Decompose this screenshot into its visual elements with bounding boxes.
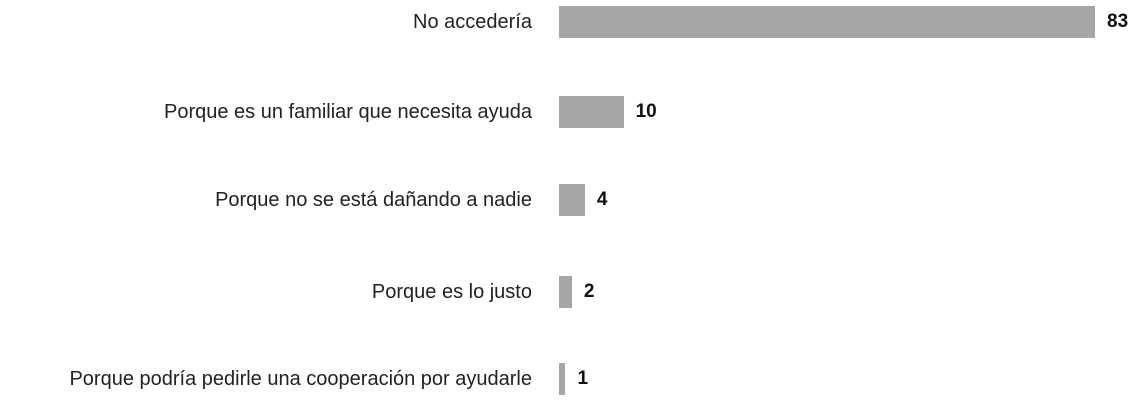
value-label: 1: [577, 368, 589, 389]
bar: [559, 6, 1095, 38]
value-label: 83: [1107, 11, 1129, 32]
bar: [559, 276, 572, 308]
bar: [559, 96, 624, 128]
bar: [559, 184, 585, 216]
category-label: Porque podría pedirle una cooperación po…: [69, 349, 532, 409]
value-label: 4: [596, 189, 608, 210]
category-text: Porque es lo justo: [371, 281, 532, 303]
category-text: No accedería: [413, 11, 532, 33]
category-label: No accedería: [413, 0, 532, 52]
category-text: Porque podría pedirle una cooperación po…: [69, 368, 532, 390]
category-label: Porque es lo justo: [372, 262, 532, 322]
category-label: Porque es un familiar que necesita ayuda: [164, 82, 532, 142]
value-label: 2: [583, 281, 595, 302]
bar: [559, 363, 566, 395]
value-label: 10: [635, 101, 657, 122]
category-label: Porque no se está dañando a nadie: [215, 170, 532, 230]
category-text: Porque es un familiar que necesita ayuda: [163, 101, 532, 123]
category-text: Porque no se está dañando a nadie: [215, 189, 532, 211]
